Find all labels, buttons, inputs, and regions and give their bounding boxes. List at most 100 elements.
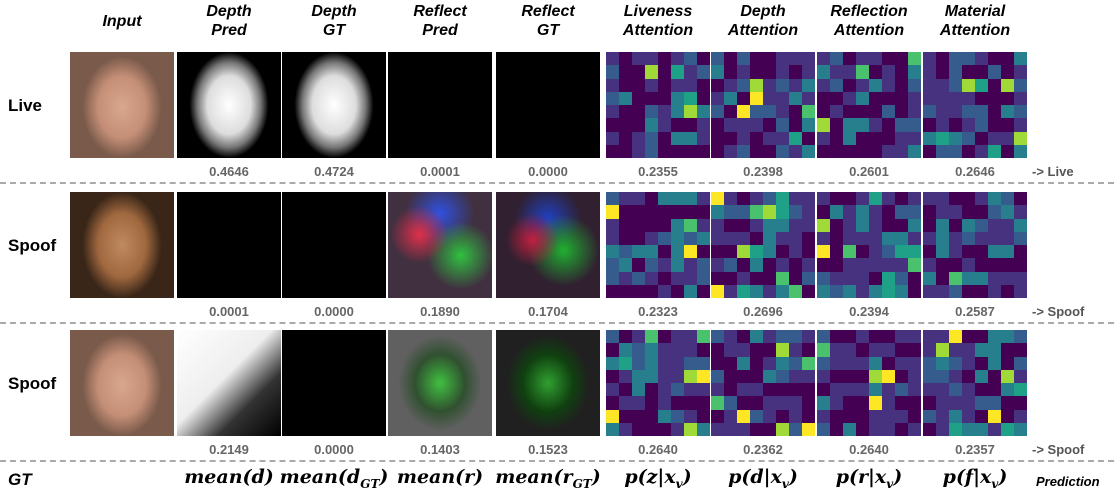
attention-cell: [658, 65, 671, 78]
score-value: 0.4646: [179, 164, 279, 179]
score-value: 0.2149: [179, 442, 279, 457]
attention-cell: [936, 343, 949, 356]
attention-cell: [895, 410, 908, 423]
attention-cell: [776, 370, 789, 383]
attention-cell: [802, 245, 815, 258]
attention-cell: [1014, 343, 1027, 356]
attention-cell: [711, 205, 724, 218]
score-value: 0.2587: [925, 304, 1025, 319]
attention-cell: [908, 232, 921, 245]
attention-cell: [949, 330, 962, 343]
attention-cell: [869, 383, 882, 396]
attention-cell: [619, 245, 632, 258]
header-line: Reflect: [380, 2, 500, 21]
attention-cell: [817, 118, 830, 131]
attention-cell: [936, 65, 949, 78]
score-value: 0.2362: [713, 442, 813, 457]
attention-cell: [923, 79, 936, 92]
attention-cell: [763, 285, 776, 298]
attention-cell: [632, 92, 645, 105]
attention-cell: [737, 232, 750, 245]
attention-cell: [882, 92, 895, 105]
attention-cell: [737, 145, 750, 158]
attention-cell: [830, 285, 843, 298]
formula: mean(dGT): [274, 466, 394, 491]
attention-cell: [936, 132, 949, 145]
attention-cell: [671, 105, 684, 118]
attention-cell: [658, 383, 671, 396]
attention-cell: [817, 145, 830, 158]
map-image: [177, 192, 281, 298]
attention-cell: [949, 245, 962, 258]
attention-cell: [869, 258, 882, 271]
attention-cell: [671, 343, 684, 356]
attention-cell: [975, 79, 988, 92]
attention-cell: [830, 258, 843, 271]
attention-cell: [737, 258, 750, 271]
attention-cell: [830, 65, 843, 78]
attention-cell: [895, 145, 908, 158]
attention-cell: [645, 118, 658, 131]
attention-cell: [1001, 132, 1014, 145]
attention-cell: [949, 132, 962, 145]
header-line: Depth: [274, 2, 394, 21]
attention-cell: [988, 258, 1001, 271]
attention-cell: [763, 192, 776, 205]
attention-cell: [711, 343, 724, 356]
attention-cell: [949, 370, 962, 383]
attention-cell: [658, 357, 671, 370]
attention-cell: [697, 92, 710, 105]
attention-cell: [711, 285, 724, 298]
header-line: Pred: [169, 21, 289, 40]
attention-cell: [632, 118, 645, 131]
attention-cell: [830, 192, 843, 205]
attention-cell: [711, 219, 724, 232]
attention-cell: [962, 205, 975, 218]
attention-cell: [908, 410, 921, 423]
attention-cell: [684, 65, 697, 78]
attention-cell: [737, 357, 750, 370]
attention-cell: [658, 52, 671, 65]
attention-cell: [1014, 219, 1027, 232]
attention-cell: [750, 65, 763, 78]
attention-cell: [908, 205, 921, 218]
attention-cell: [830, 410, 843, 423]
attention-cell: [895, 423, 908, 436]
attention-cell: [606, 396, 619, 409]
attention-cell: [658, 370, 671, 383]
attention-cell: [763, 219, 776, 232]
attention-cell: [923, 118, 936, 131]
attention-cell: [1001, 118, 1014, 131]
attention-cell: [882, 105, 895, 118]
attention-cell: [776, 423, 789, 436]
attention-map: [711, 330, 815, 436]
attention-cell: [936, 192, 949, 205]
attention-cell: [908, 118, 921, 131]
attention-cell: [830, 330, 843, 343]
attention-cell: [843, 205, 856, 218]
attention-cell: [843, 245, 856, 258]
attention-cell: [936, 370, 949, 383]
attention-map: [923, 52, 1027, 158]
header-line: Reflection: [809, 2, 929, 21]
attention-cell: [671, 370, 684, 383]
attention-cell: [882, 118, 895, 131]
attention-cell: [619, 232, 632, 245]
attention-cell: [817, 396, 830, 409]
attention-cell: [789, 245, 802, 258]
attention-cell: [658, 330, 671, 343]
attention-cell: [1001, 357, 1014, 370]
attention-cell: [776, 285, 789, 298]
attention-cell: [923, 357, 936, 370]
score-value: 0.2696: [713, 304, 813, 319]
attention-cell: [737, 52, 750, 65]
attention-cell: [856, 145, 869, 158]
attention-cell: [671, 118, 684, 131]
attention-cell: [697, 357, 710, 370]
attention-cell: [1014, 52, 1027, 65]
attention-cell: [724, 370, 737, 383]
header-line: Depth: [703, 2, 823, 21]
attention-cell: [645, 330, 658, 343]
attention-cell: [776, 396, 789, 409]
